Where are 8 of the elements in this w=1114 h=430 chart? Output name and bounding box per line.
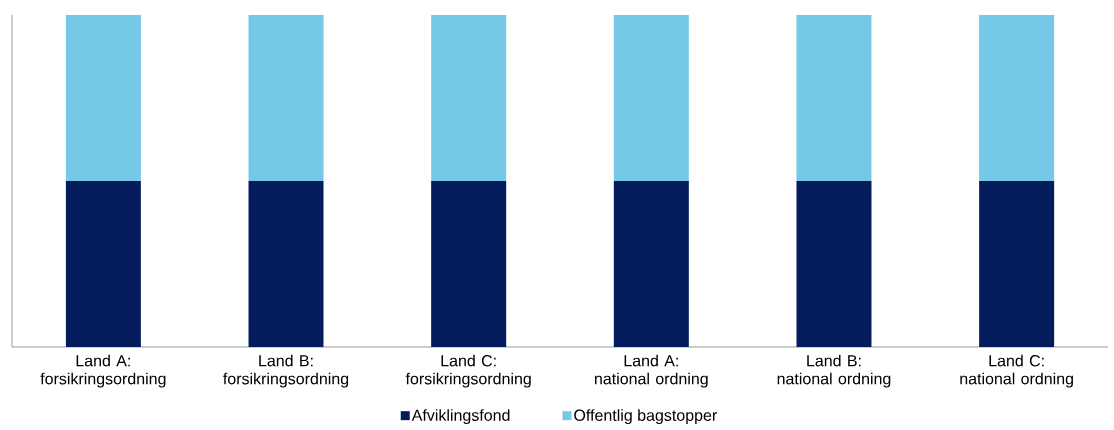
x-tick-label: Land C: forsikringsordning	[405, 354, 531, 388]
legend-label: Afviklingsfond	[411, 409, 510, 425]
x-tick-label: Land A: national ordning	[595, 354, 708, 388]
x-tick-label: Land B: forsikringsordning	[223, 354, 349, 388]
x-tick-label: Land C: national ordning	[960, 354, 1073, 388]
x-tick-label: Land A: forsikringsordning	[40, 354, 166, 388]
legend-label: Offentlig bagstopper	[574, 409, 717, 425]
x-tick-label: Land B: national ordning	[777, 354, 891, 388]
